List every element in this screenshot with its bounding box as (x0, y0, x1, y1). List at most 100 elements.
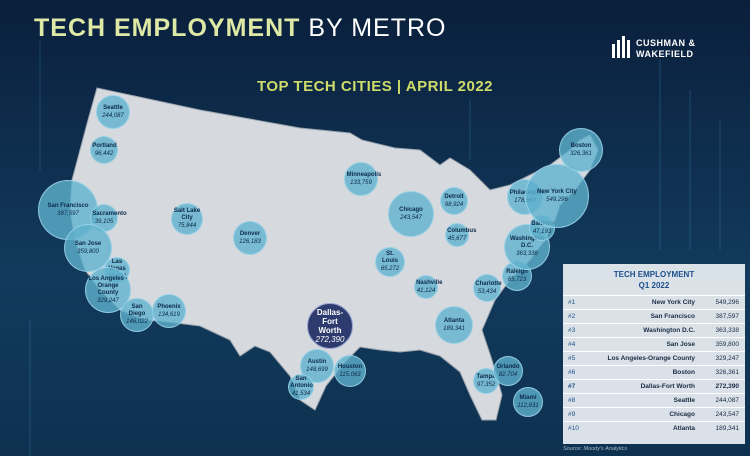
city-value: 82,704 (498, 371, 518, 378)
city-value: 189,341 (443, 325, 465, 332)
city-value: 133,759 (350, 179, 372, 186)
city-name: Phoenix (157, 303, 181, 310)
city-name: Columbus (447, 227, 477, 234)
employment: 359,800 (715, 341, 740, 348)
city-value: 65,723 (507, 276, 527, 283)
city-name: Houston (337, 363, 363, 370)
city-value: 41,534 (291, 391, 311, 397)
city-name: Tampa (476, 373, 496, 380)
city-value: 243,547 (400, 214, 422, 221)
table-title-text: TECH EMPLOYMENT (613, 270, 695, 279)
city-value: 387,597 (57, 210, 79, 217)
rank: #7 (568, 383, 576, 390)
metro: Boston (672, 369, 695, 376)
city-bubble: Dallas-Fort Worth 272,390 (307, 303, 353, 349)
city-value: 363,338 (516, 251, 538, 257)
city-bubble: Charlotte 53,434 (473, 274, 502, 302)
city-value: 359,800 (77, 248, 99, 255)
logo-line: CUSHMAN & (636, 38, 696, 48)
logo: CUSHMAN & WAKEFIELD (636, 38, 696, 60)
city-name: Portland (92, 142, 117, 149)
subtitle: TOP TECH CITIES | APRIL 2022 (256, 78, 494, 95)
rank: #6 (568, 369, 576, 376)
city-name: San Francisco (47, 202, 89, 209)
city-value: 115,063 (339, 371, 361, 378)
rank: #5 (568, 355, 576, 362)
employment: 189,341 (715, 425, 740, 432)
table-title: TECH EMPLOYMENT Q1 2022 (563, 264, 745, 291)
city-name: San Jose (74, 240, 102, 247)
city-value: 178,660 (514, 197, 536, 205)
metro: Chicago (669, 411, 695, 418)
city-value: 65,272 (380, 266, 400, 272)
table-row: #5 Los Angeles-Orange County 329,247 (563, 351, 745, 365)
metro: Seattle (673, 397, 695, 404)
city-bubble: Nashville 41,124 (414, 275, 443, 299)
city-value: 97,352 (476, 381, 496, 388)
city-name: Salt Lake City (173, 208, 201, 221)
title-bold: TECH EMPLOYMENT (34, 14, 301, 42)
city-value: 148,699 (306, 366, 328, 373)
city-name: Orlando (496, 363, 520, 370)
city-value: 39,105 (94, 218, 114, 225)
city-bubble: Salt Lake City 75,844 (171, 203, 203, 235)
employment: 272,390 (715, 383, 740, 390)
metro: Dallas-Fort Worth (640, 383, 695, 390)
table-row: #6 Boston 326,361 (563, 365, 745, 379)
city-name: Denver (239, 230, 261, 237)
city-bubble: Detroit 98,924 (440, 187, 468, 215)
metro: San Jose (666, 341, 695, 348)
rank: #4 (568, 341, 576, 348)
city-value: 134,619 (158, 311, 180, 318)
city-value: 549,296 (546, 196, 568, 203)
employment: 244,087 (715, 397, 740, 404)
city-name: Raleigh (506, 268, 528, 275)
city-value: 112,831 (517, 402, 539, 409)
city-name: Chicago (399, 206, 423, 213)
city-value: 53,434 (477, 288, 497, 295)
city-name: Seattle (103, 104, 123, 111)
rank: #3 (568, 327, 576, 334)
city-name: Nashville (416, 279, 443, 286)
rank: #1 (568, 299, 576, 306)
employment: 363,338 (715, 327, 740, 334)
city-bubble: Boston 326,361 (559, 128, 603, 172)
table-row: #7 Dallas-Fort Worth 272,390 (563, 379, 745, 393)
city-name: New York City (537, 188, 577, 195)
title-rest: BY METRO (308, 14, 447, 42)
table-row: #9 Chicago 243,547 (563, 407, 745, 421)
metro: San Francisco (650, 313, 695, 320)
table-period: Q1 2022 (638, 281, 670, 290)
city-bubble: San Antonio 41,534 (288, 374, 314, 400)
table-row: #2 San Francisco 387,597 (563, 309, 745, 323)
city-value: 45,677 (447, 235, 467, 242)
employment: 549,296 (715, 299, 740, 306)
metro: Los Angeles-Orange County (607, 355, 695, 362)
city-value: 47,193 (532, 228, 552, 235)
city-name: Detroit (444, 193, 464, 200)
city-name: St. Louis (382, 251, 398, 264)
city-name: Boston (570, 142, 592, 149)
rank: #10 (568, 425, 579, 432)
city-bubble: St. Louis 65,272 (375, 247, 405, 277)
metro: Atlanta (672, 425, 695, 432)
table-row: #1 New York City 549,296 (563, 295, 745, 309)
table-row: #8 Seattle 244,087 (563, 393, 745, 407)
city-name: San Diego (128, 304, 146, 317)
city-bubble: Sacramento 39,105 (90, 204, 127, 232)
city-value: 272,390 (315, 335, 345, 344)
city-name: Dallas-Fort Worth (316, 308, 344, 335)
city-bubble: Portland 96,442 (90, 136, 118, 164)
city-value: 244,087 (102, 112, 124, 119)
city-value: 329,247 (97, 297, 119, 304)
city-bubble: San Diego 146,022 (120, 298, 154, 332)
city-value: 98,924 (444, 201, 464, 208)
city-bubble: Miami 112,831 (513, 387, 543, 417)
employment: 243,547 (715, 411, 740, 418)
city-name: San Antonio (290, 376, 313, 389)
city-value: 146,022 (126, 319, 148, 325)
table-row: #3 Washington D.C. 363,338 (563, 323, 745, 337)
city-value: 96,442 (94, 150, 114, 157)
metro: New York City (651, 299, 695, 306)
